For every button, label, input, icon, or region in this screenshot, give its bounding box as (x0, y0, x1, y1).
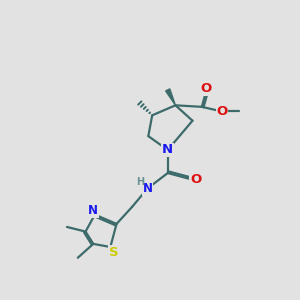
Text: O: O (216, 105, 228, 118)
Text: S: S (109, 246, 118, 259)
Text: O: O (190, 173, 201, 186)
Text: N: N (88, 204, 98, 217)
Text: N: N (162, 143, 173, 157)
Text: H: H (136, 176, 145, 187)
Polygon shape (166, 89, 176, 105)
Text: N: N (142, 182, 153, 195)
Text: O: O (201, 82, 212, 95)
